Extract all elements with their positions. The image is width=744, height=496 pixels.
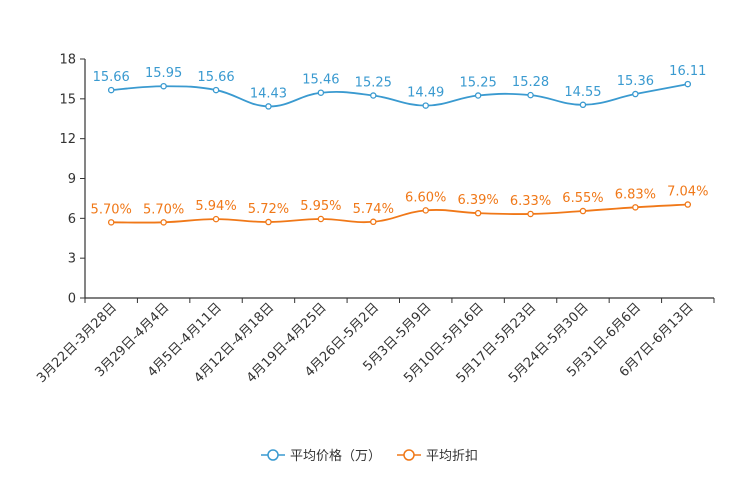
data-label: 14.55	[564, 85, 601, 100]
data-point[interactable]	[107, 219, 115, 226]
data-label: 5.70%	[91, 202, 132, 217]
data-point[interactable]	[579, 101, 587, 109]
data-point[interactable]	[422, 207, 429, 214]
data-point[interactable]	[474, 209, 482, 217]
data-label: 15.25	[355, 76, 392, 91]
data-label: 5.70%	[143, 202, 184, 217]
data-label: 15.36	[617, 74, 654, 89]
data-label: 7.04%	[667, 185, 708, 200]
data-label: 5.95%	[300, 199, 341, 214]
legend: 平均价格（万） 平均折扣	[261, 448, 478, 464]
chart-axes	[84, 59, 714, 299]
data-point[interactable]	[684, 201, 692, 208]
series-1: 5.70% 5.70% 5.94% 5.72% 5.95% 5.74% 6.60% 6.39%…	[91, 185, 708, 226]
y-tick-label: 3	[68, 252, 76, 267]
legend-item-price[interactable]: 平均价格（万）	[261, 448, 381, 464]
data-label: 15.28	[512, 75, 549, 90]
y-tick-label: 6	[68, 212, 76, 227]
data-point[interactable]	[527, 210, 534, 218]
data-point[interactable]	[579, 207, 587, 215]
data-point[interactable]	[160, 82, 167, 90]
series-line	[111, 203, 688, 224]
data-point[interactable]	[317, 89, 325, 96]
legend-discount-marker	[403, 449, 415, 461]
data-label: 14.49	[407, 86, 444, 101]
y-tick-label: 12	[59, 132, 76, 147]
data-label: 6.33%	[510, 194, 551, 209]
data-label: 6.83%	[615, 187, 656, 202]
y-tick-label: 9	[68, 172, 76, 187]
y-tick-label: 18	[59, 53, 76, 68]
data-point[interactable]	[160, 219, 167, 226]
data-label: 5.72%	[248, 202, 289, 217]
data-point[interactable]	[212, 215, 220, 223]
data-label: 6.39%	[457, 193, 498, 208]
data-label: 6.60%	[405, 190, 446, 205]
data-point[interactable]	[684, 80, 692, 88]
data-point[interactable]	[265, 218, 272, 226]
data-label: 5.94%	[195, 199, 236, 214]
y-axis-ticks: 0 3 6 9 12 15 18	[59, 53, 85, 307]
series-0: 15.66 15.95 15.66 14.43 15.46 15.25 14.49 15.25…	[93, 64, 706, 110]
series-line	[111, 83, 688, 108]
data-point[interactable]	[212, 86, 220, 94]
data-point[interactable]	[474, 92, 482, 99]
data-label: 15.46	[302, 73, 339, 88]
data-label: 5.74%	[353, 202, 394, 217]
data-label: 15.66	[93, 70, 130, 85]
data-point[interactable]	[632, 204, 639, 211]
data-label: 15.25	[460, 76, 497, 91]
data-point[interactable]	[317, 215, 325, 223]
data-label: 6.55%	[562, 191, 603, 206]
data-label: 15.95	[145, 66, 182, 81]
x-axis-ticks: 3月22日-3月28日3月29日-4月4日4月5日-4月11日4月12日-4月1…	[34, 298, 715, 386]
data-point[interactable]	[107, 86, 115, 94]
data-label: 15.66	[197, 70, 234, 85]
y-tick-label: 15	[59, 92, 76, 107]
legend-price-marker	[267, 449, 279, 461]
legend-discount-label: 平均折扣	[426, 449, 478, 464]
y-tick-label: 0	[68, 292, 76, 307]
data-point[interactable]	[422, 102, 429, 109]
data-point[interactable]	[370, 92, 377, 99]
legend-item-discount[interactable]: 平均折扣	[397, 449, 478, 464]
data-point[interactable]	[527, 91, 534, 99]
data-label: 14.43	[250, 86, 287, 101]
data-point[interactable]	[370, 218, 377, 226]
legend-price-label: 平均价格（万）	[290, 448, 381, 464]
series-layer: 15.66 15.95 15.66 14.43 15.46 15.25 14.49 15.25…	[91, 64, 708, 226]
data-point[interactable]	[265, 103, 272, 110]
data-point[interactable]	[632, 90, 639, 98]
data-label: 16.11	[669, 64, 706, 79]
